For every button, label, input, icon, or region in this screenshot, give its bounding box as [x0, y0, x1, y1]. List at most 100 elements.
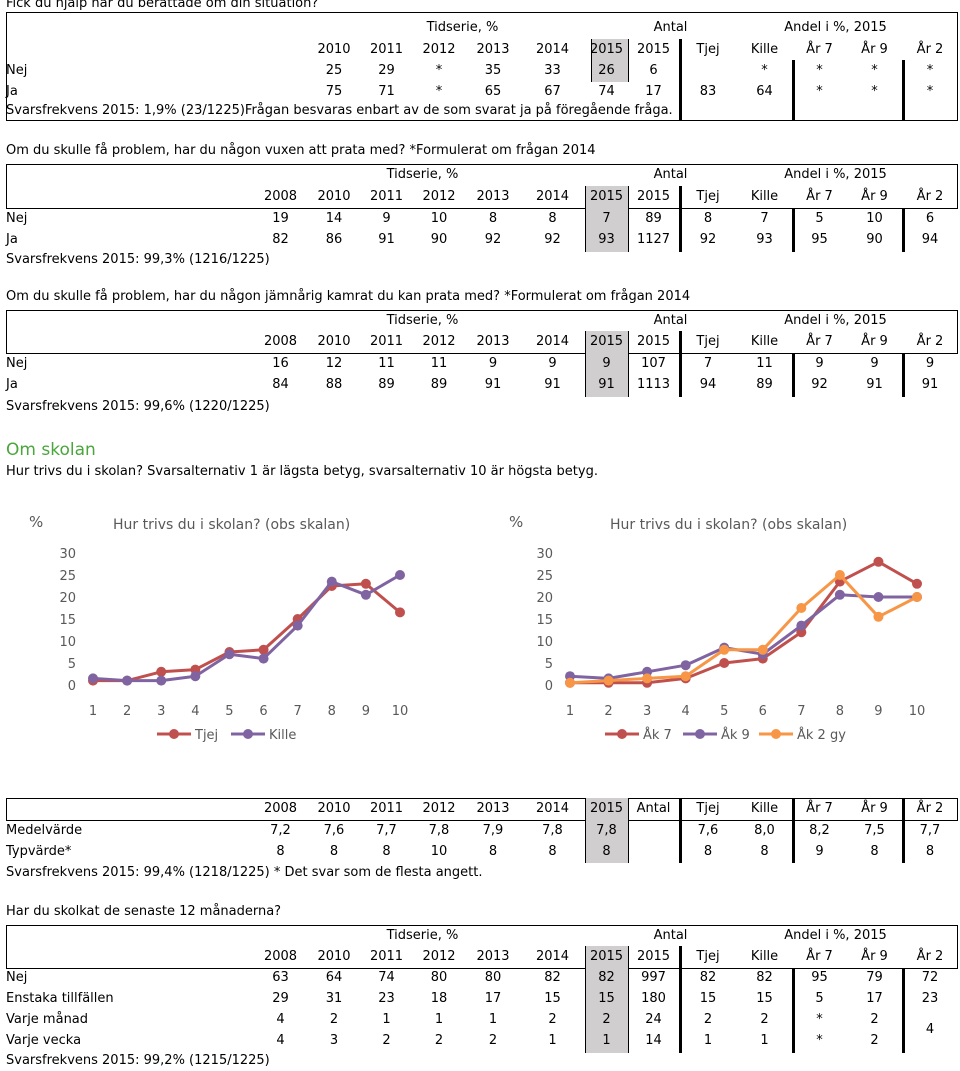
table-cell: 91 [921, 377, 939, 392]
table-cell: 64 [325, 970, 343, 985]
table-cell: 7,8 [596, 823, 617, 838]
data-point [680, 671, 691, 682]
table-cell: 1 [703, 1033, 713, 1048]
table-cell: 64 [756, 84, 773, 99]
table-cell: 75 [325, 84, 343, 99]
table-cell: 80 [484, 970, 502, 985]
table-cell: 10 [866, 211, 883, 226]
table-cell: 94 [699, 377, 717, 392]
table-cell: 1 [548, 1033, 557, 1048]
table-cell: * [816, 63, 823, 78]
table-cell: * [871, 84, 878, 99]
table-cell: 2013 [476, 949, 510, 964]
data-point [360, 589, 371, 600]
table-cell: Kille [750, 801, 779, 816]
table-cell: 997 [641, 970, 666, 985]
chart-title: Hur trivs du i skolan? (obs skalan) [113, 517, 350, 533]
table-cell: * [435, 63, 443, 78]
table-cell: 2 [703, 1012, 713, 1027]
row-label: Nej [6, 63, 28, 78]
y-tick-label: 30 [536, 547, 553, 562]
table-cell: 86 [325, 232, 343, 247]
table-cell: 8 [703, 844, 713, 859]
legend-marker [243, 729, 253, 739]
table-cell: 82 [544, 970, 561, 985]
table-cell: 15 [544, 991, 561, 1006]
table-cell: 11 [378, 356, 395, 371]
merged-cell: 4 [925, 1022, 935, 1037]
table-cell: 2008 [263, 801, 298, 816]
table-cell: 2011 [369, 334, 404, 349]
table-cell: 8 [760, 844, 769, 859]
series-line-0 [570, 560, 918, 685]
data-point [873, 556, 884, 567]
row-label: Nej [6, 970, 28, 985]
question-q2: Om du skulle få problem, har du någon vu… [6, 143, 596, 158]
table-cell: 180 [641, 991, 666, 1006]
table-cell: 2010 [317, 334, 351, 349]
table-cell: 7,2 [270, 823, 291, 838]
table-cell: 2012 [422, 42, 456, 57]
x-tick-label: 1 [89, 704, 97, 719]
table-cell: 71 [378, 84, 395, 99]
table-cell: 2015 [589, 189, 624, 204]
data-point [680, 660, 691, 671]
row-label: Varje vecka [6, 1033, 82, 1048]
table-cell: 2012 [422, 189, 456, 204]
legend-label: Åk 7 [643, 727, 672, 743]
data-point [156, 675, 167, 686]
x-tick-label: 9 [874, 704, 882, 719]
legend-marker [617, 729, 627, 739]
x-tick-label: 10 [909, 704, 926, 719]
table-cell: 8,0 [754, 823, 775, 838]
table-cell: 8 [703, 211, 713, 226]
data-point [224, 649, 235, 660]
data-point [796, 620, 807, 631]
table-cell: 2 [870, 1033, 879, 1048]
table-cell: Kille [750, 334, 779, 349]
table-cell: 2013 [476, 42, 510, 57]
table-cell: 7 [760, 211, 769, 226]
table-cell: 74 [378, 970, 395, 985]
x-tick-label: 3 [643, 704, 651, 719]
table-cell: 92 [811, 377, 828, 392]
data-point [395, 570, 405, 580]
table-cell: 4 [276, 1033, 285, 1048]
table-cell: * [816, 84, 823, 99]
table-cell: 2013 [476, 334, 510, 349]
table-cell: 82 [598, 970, 615, 985]
table-cell: 24 [645, 1012, 662, 1027]
table-cell: * [761, 63, 768, 78]
legend-marker [695, 729, 705, 739]
data-point [603, 675, 614, 686]
data-point [122, 675, 133, 686]
x-tick-label: 8 [836, 704, 844, 719]
footnote: Svarsfrekvens 2015: 1,9% (23/1225)Frågan… [6, 103, 673, 118]
table-cell: Antal [636, 801, 671, 816]
table-cell: År 9 [861, 42, 888, 57]
data-point [873, 611, 884, 622]
data-point [834, 589, 845, 600]
table-cell: 9 [925, 356, 935, 371]
table-cell: År 9 [861, 189, 888, 204]
data-point [912, 592, 922, 602]
x-tick-label: 6 [259, 704, 267, 719]
table-cell: 15 [699, 991, 717, 1006]
table-cell: 2 [382, 1033, 391, 1048]
table-cell: 8 [382, 844, 391, 859]
table-cell: 33 [544, 63, 561, 78]
question-q5: Har du skolkat de senaste 12 månaderna? [6, 904, 282, 919]
data-point [719, 644, 730, 655]
table-cell: 7,5 [864, 823, 885, 838]
table-cell: 91 [378, 232, 395, 247]
x-tick-label: 4 [191, 704, 199, 719]
table-cell: 1127 [636, 232, 671, 247]
table-cell: 23 [378, 991, 395, 1006]
table-cell: 2015 [636, 189, 671, 204]
table-cell: Tjej [696, 801, 720, 816]
table-cell: 2 [548, 1012, 557, 1027]
section-question: Hur trivs du i skolan? Svarsalternativ 1… [6, 464, 598, 479]
row-label: Medelvärde [6, 823, 83, 838]
table-cell: 15 [756, 991, 773, 1006]
row-label: Ja [6, 232, 18, 247]
